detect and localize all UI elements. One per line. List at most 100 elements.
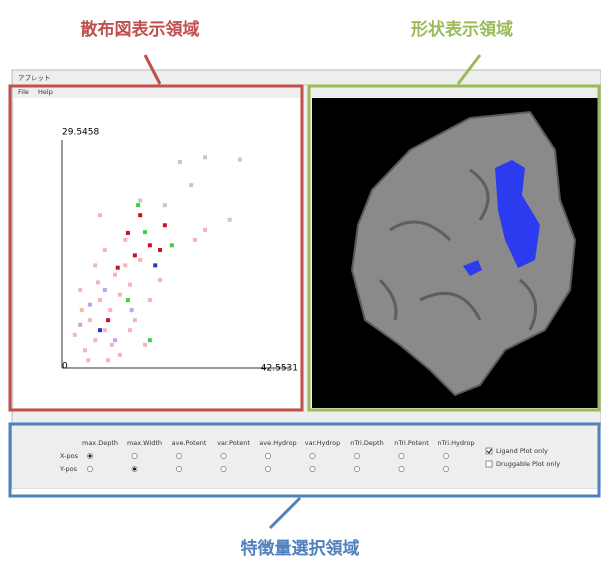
radio[interactable] <box>265 466 271 472</box>
point <box>117 292 122 297</box>
radio-dot <box>88 454 92 458</box>
menu-item[interactable]: File <box>18 88 29 96</box>
point <box>138 198 143 203</box>
menu-item[interactable]: Help <box>38 88 53 96</box>
radio[interactable] <box>176 466 182 472</box>
window-title: アプレット <box>18 74 51 82</box>
point <box>113 338 118 343</box>
axis-row-label: Y-pos <box>59 465 78 473</box>
point <box>106 318 111 323</box>
ligand-pocket <box>463 260 482 276</box>
point <box>227 217 232 222</box>
point <box>123 263 128 268</box>
point <box>106 358 111 363</box>
annotation-pointer <box>456 54 482 85</box>
point <box>132 253 137 258</box>
radio[interactable] <box>309 466 316 472</box>
point <box>128 328 133 333</box>
radio[interactable] <box>265 453 271 459</box>
point <box>93 263 98 268</box>
point <box>117 352 122 357</box>
radio[interactable] <box>220 453 227 459</box>
checkbox-label: Ligand Plot only <box>496 447 548 455</box>
radio[interactable] <box>443 453 449 459</box>
point <box>113 272 118 277</box>
feature-header: ave.Hydrop <box>259 439 296 447</box>
point <box>192 237 197 242</box>
point <box>147 243 152 248</box>
checkbox-label: Druggable Plot only <box>496 460 560 468</box>
radio[interactable] <box>176 453 182 459</box>
ligand-pocket <box>495 160 540 268</box>
annotation-pointer <box>143 54 162 85</box>
feature-header: nTri.Potent <box>394 439 429 447</box>
annotation-label: 特徴量選択領域 <box>241 538 360 559</box>
point <box>158 247 163 252</box>
point <box>93 338 98 343</box>
point <box>128 282 133 287</box>
checkbox[interactable] <box>485 460 493 468</box>
annotation-box <box>307 84 601 412</box>
point <box>136 203 141 208</box>
point <box>72 332 77 337</box>
point <box>115 265 120 270</box>
point <box>162 223 167 228</box>
point <box>102 288 107 293</box>
point <box>102 247 107 252</box>
radio[interactable] <box>354 466 360 472</box>
feature-header: max.Width <box>127 439 162 447</box>
axis-row-label: X-pos <box>60 452 79 460</box>
point <box>169 243 174 248</box>
checkbox[interactable] <box>485 447 493 455</box>
radio[interactable] <box>87 466 93 472</box>
feature-header: ave.Potent <box>172 439 207 447</box>
point <box>125 298 130 303</box>
radio[interactable] <box>354 453 360 459</box>
radio[interactable] <box>220 466 227 472</box>
point <box>78 288 83 293</box>
point <box>98 298 103 303</box>
point <box>108 308 113 313</box>
radio[interactable] <box>398 466 405 472</box>
radio[interactable] <box>398 453 405 459</box>
feature-header: var.Hydrop <box>305 439 340 447</box>
point <box>123 237 128 242</box>
point <box>98 328 103 333</box>
annotation-label: 形状表示領域 <box>411 19 513 40</box>
x-max-label: 42.5531 <box>261 364 298 374</box>
y-max-label: 29.5458 <box>62 128 99 138</box>
point <box>109 342 114 347</box>
point <box>162 203 167 208</box>
scatter-plot: 29.5458 0 42.5531 <box>61 128 298 374</box>
point <box>95 280 100 285</box>
point <box>125 230 130 235</box>
feature-controls: max.Depth max.Width ave.Potent var.Potent av… <box>59 439 560 473</box>
feature-panel <box>12 426 601 488</box>
annotation-label: 散布図表示領域 <box>81 19 200 40</box>
point <box>98 213 103 218</box>
point <box>143 230 148 235</box>
radio[interactable] <box>309 453 316 459</box>
feature-header: nTri.Depth <box>350 439 383 447</box>
origin-label: 0 <box>62 362 68 372</box>
radio[interactable] <box>131 453 138 459</box>
point <box>147 338 152 343</box>
feature-header: nTri.Hydrop <box>437 439 474 447</box>
point <box>138 257 143 262</box>
annotation-box <box>8 422 601 498</box>
feature-header: max.Depth <box>82 439 118 447</box>
point <box>132 318 137 323</box>
point <box>138 213 143 218</box>
point <box>158 278 163 283</box>
annotation-box <box>8 84 304 412</box>
radio-dot <box>133 467 136 471</box>
point <box>177 159 182 164</box>
point <box>153 263 158 268</box>
point <box>203 155 208 160</box>
point <box>189 183 194 188</box>
point <box>87 318 92 323</box>
radio[interactable] <box>443 466 449 472</box>
point <box>143 342 148 347</box>
